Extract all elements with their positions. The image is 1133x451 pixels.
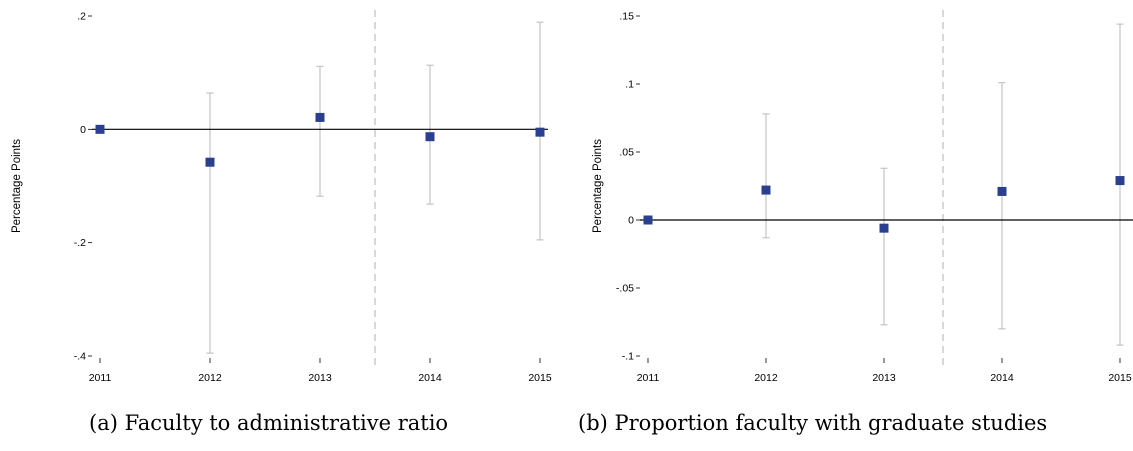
panel-caption: (a) Faculty to administrative ratio — [89, 411, 448, 435]
y-axis-label: Percentage Points — [11, 139, 23, 233]
x-tick-label: 2011 — [89, 372, 112, 384]
point-marker — [879, 223, 889, 233]
y-tick-label: .15 — [619, 11, 634, 23]
point-marker — [95, 124, 105, 134]
x-tick-label: 2014 — [418, 372, 442, 384]
point-marker — [643, 215, 653, 225]
y-tick-label: -.2 — [74, 237, 86, 249]
x-tick-label: 2015 — [528, 372, 552, 384]
point-marker — [997, 186, 1007, 196]
point-marker — [205, 157, 215, 167]
y-tick-label: 0 — [628, 215, 634, 227]
point-marker — [761, 185, 771, 195]
y-tick-label: .2 — [77, 11, 86, 23]
y-tick-label: -.4 — [74, 351, 86, 363]
x-tick-label: 2015 — [1108, 372, 1132, 384]
x-tick-label: 2014 — [990, 372, 1014, 384]
point-marker — [315, 112, 325, 122]
x-tick-label: 2013 — [872, 372, 896, 384]
x-tick-label: 2012 — [754, 372, 778, 384]
point-marker — [1115, 176, 1125, 186]
y-tick-label: .1 — [625, 79, 634, 91]
y-tick-label: -.1 — [622, 351, 634, 363]
point-marker — [535, 127, 545, 137]
x-tick-label: 2011 — [637, 372, 660, 384]
panel-caption: (b) Proportion faculty with graduate stu… — [578, 411, 1047, 435]
x-tick-label: 2012 — [198, 372, 222, 384]
x-tick-label: 2013 — [308, 372, 332, 384]
y-tick-label: .05 — [619, 147, 634, 159]
y-tick-label: 0 — [80, 124, 86, 136]
y-axis-label: Percentage Points — [592, 139, 604, 233]
point-marker — [425, 132, 435, 142]
y-tick-label: -.05 — [616, 283, 634, 295]
